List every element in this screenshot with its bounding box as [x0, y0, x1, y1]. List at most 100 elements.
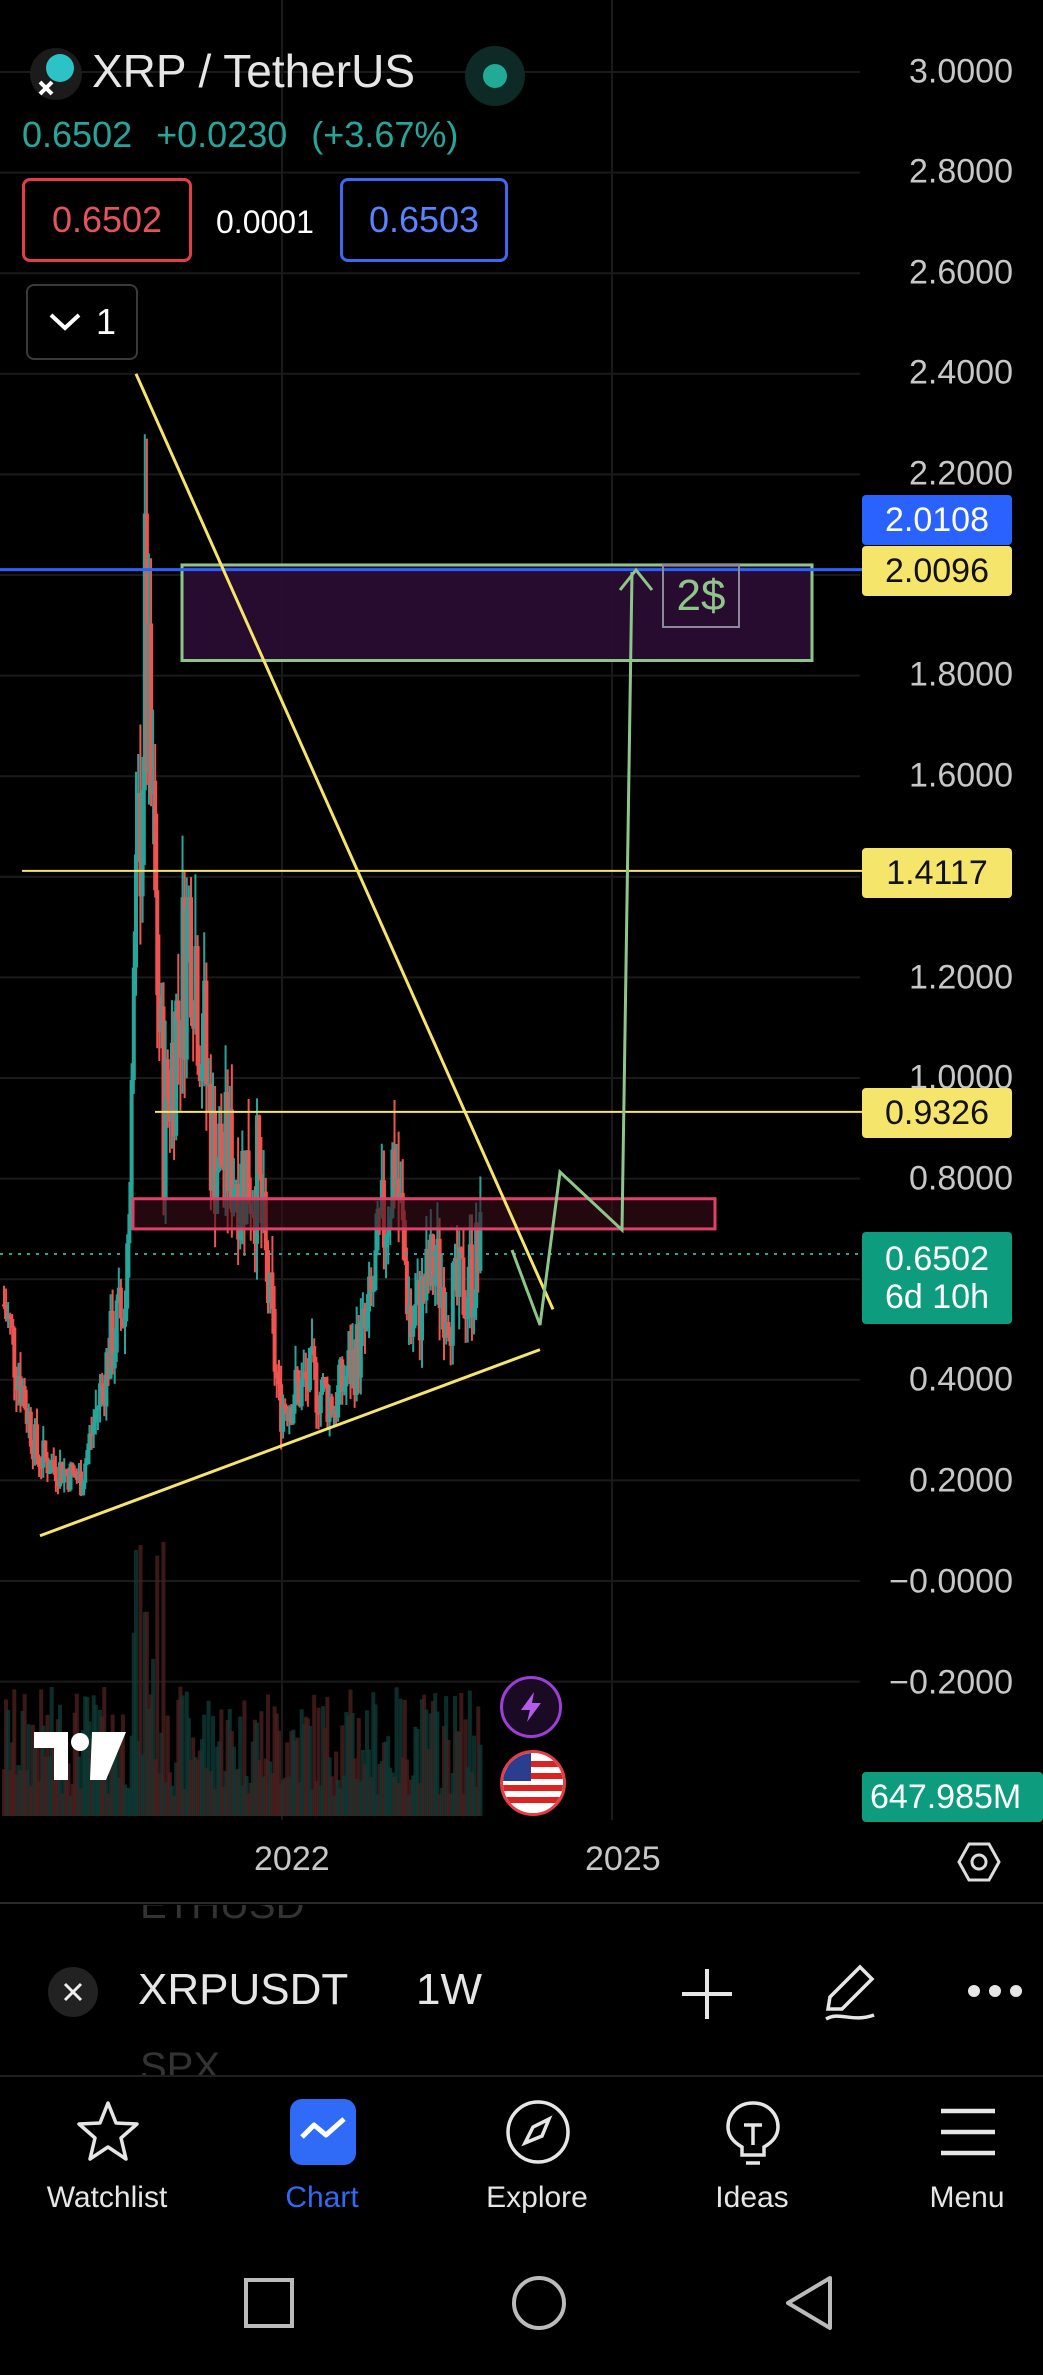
market-open-status-icon[interactable] — [465, 46, 525, 106]
nav-menu[interactable]: Menu — [867, 2077, 1043, 2252]
close-symbol-button[interactable] — [48, 1967, 98, 2017]
candle-body — [138, 792, 143, 897]
volume-bar — [422, 1694, 427, 1816]
price-label-level-1[interactable]: 1.4117 — [862, 848, 1012, 898]
volume-bar — [371, 1692, 376, 1816]
candle-body — [35, 1424, 39, 1458]
ghost-symbol-prev[interactable]: ETHUSD — [140, 1905, 305, 1927]
volume-bar — [30, 1724, 35, 1816]
volume-bar — [110, 1714, 115, 1816]
current-price-label[interactable]: 0.6502 6d 10h — [862, 1232, 1012, 1324]
candle-body — [136, 792, 141, 855]
symbol-title[interactable]: XRP / TetherUS — [92, 45, 416, 97]
pen-icon — [825, 1964, 875, 2021]
ascending-trendline — [39, 1348, 541, 1538]
candle-body — [379, 1180, 384, 1215]
candle-body — [53, 1466, 58, 1482]
volume-bar — [448, 1793, 453, 1816]
candle-body — [39, 1466, 44, 1469]
plus-icon — [682, 1969, 732, 2019]
volume-bar — [24, 1770, 29, 1816]
ghost-symbol-next[interactable]: SPX — [140, 2045, 221, 2075]
nav-chart[interactable]: Chart — [222, 2077, 422, 2252]
xrp-logo[interactable] — [30, 48, 82, 100]
volume-bar — [255, 1722, 259, 1816]
more-dots-icon — [968, 1985, 1022, 1997]
volume-bar — [250, 1741, 255, 1816]
price-label-level-2[interactable]: 0.9326 — [862, 1088, 1012, 1138]
volume-bar — [381, 1742, 386, 1816]
candle-body — [100, 1383, 105, 1386]
volume-bar — [356, 1718, 361, 1816]
lightning-icon[interactable] — [500, 1676, 562, 1738]
volume-bar — [108, 1753, 113, 1816]
volume-bar — [223, 1770, 228, 1816]
nav-watchlist[interactable]: Watchlist — [7, 2077, 207, 2252]
interval-selector[interactable]: 1W — [416, 1965, 482, 2014]
sell-button[interactable]: 0.6502 — [22, 178, 192, 262]
candle-body — [114, 1300, 119, 1353]
axis-tick: 2.2000 — [909, 454, 1013, 493]
candle-body — [142, 513, 147, 791]
volume-bar — [200, 1739, 204, 1816]
candle-body — [455, 1257, 460, 1297]
candle-body — [227, 1109, 232, 1191]
symbol-ticker[interactable]: XRPUSDT — [138, 1965, 349, 2014]
us-flag-event-icon[interactable] — [500, 1750, 566, 1816]
candle-body — [144, 513, 149, 773]
volume-bar — [85, 1697, 90, 1816]
chart-icon — [290, 2099, 356, 2165]
volume-bar — [281, 1779, 286, 1816]
volume-bar — [37, 1781, 42, 1816]
add-symbol-button[interactable] — [678, 1965, 736, 2028]
volume-bar — [35, 1747, 39, 1816]
last-price: 0.6502 — [22, 114, 133, 155]
volume-bar — [127, 1788, 132, 1816]
drawing-tools-button[interactable] — [818, 1959, 884, 2030]
candle-body — [467, 1244, 472, 1297]
nav-ideas[interactable]: Ideas — [652, 2077, 852, 2252]
volume-bar — [301, 1723, 306, 1816]
time-axis[interactable]: 2022 2025 — [0, 1820, 1043, 1904]
candle-body — [279, 1384, 284, 1432]
volume-bar — [402, 1699, 407, 1816]
price-label-target[interactable]: 2.0096 — [862, 546, 1012, 596]
buy-button[interactable]: 0.6503 — [340, 178, 508, 262]
volume-bar — [169, 1785, 174, 1816]
volume-bar — [157, 1773, 162, 1816]
volume-label[interactable]: 647.985M — [862, 1772, 1043, 1822]
more-options-button[interactable] — [966, 1983, 1024, 2004]
volume-bar — [386, 1736, 391, 1816]
price-chart[interactable] — [0, 0, 1043, 1820]
volume-bar — [365, 1710, 369, 1816]
candle-body — [211, 1111, 215, 1191]
volume-bar — [66, 1763, 71, 1816]
candle-body — [299, 1378, 304, 1407]
price-axis[interactable]: 3.0000 2.8000 2.6000 2.4000 2.2000 1.800… — [863, 0, 1043, 1820]
volume-bars — [2, 1541, 483, 1816]
target-annotation[interactable]: 2$ — [662, 564, 740, 628]
home-icon[interactable] — [510, 2274, 568, 2332]
candle-body — [342, 1386, 347, 1392]
indicators-collapse-button[interactable]: 1 — [26, 284, 138, 360]
candle-body — [178, 1019, 183, 1058]
candle-body — [283, 1403, 288, 1410]
volume-bar — [204, 1767, 209, 1816]
recent-apps-icon[interactable] — [242, 2276, 296, 2330]
candle-body — [43, 1440, 48, 1458]
nav-explore[interactable]: Explore — [437, 2077, 637, 2252]
price-label-blue[interactable]: 2.0108 — [862, 495, 1012, 545]
candle-body — [64, 1469, 69, 1473]
volume-bar — [266, 1694, 270, 1816]
volume-bar — [146, 1708, 151, 1816]
volume-bar — [202, 1714, 207, 1816]
candle-body — [287, 1407, 292, 1422]
chart-settings-icon[interactable] — [955, 1838, 1003, 1891]
candle-body — [204, 980, 209, 1085]
volume-bar — [236, 1768, 241, 1816]
volume-bar — [176, 1699, 181, 1816]
candle-body — [420, 1276, 424, 1341]
candle-body — [291, 1405, 296, 1424]
volume-bar — [70, 1784, 75, 1816]
back-icon[interactable] — [782, 2274, 836, 2332]
